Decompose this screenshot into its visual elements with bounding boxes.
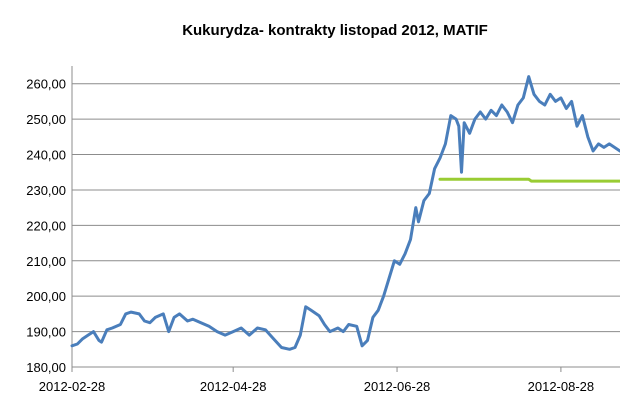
price-series-line xyxy=(70,75,620,351)
x-tick-label: 2012-02-28 xyxy=(39,379,106,394)
axes xyxy=(71,66,620,368)
reference-series-line xyxy=(438,177,620,183)
y-tick-label: 180,00 xyxy=(26,360,66,375)
x-tick-label: 2012-08-28 xyxy=(528,379,595,394)
y-tick-label: 260,00 xyxy=(26,77,66,92)
x-axis-ticks: 2012-02-28 2012-04-28 2012-06-28 2012-08-28 xyxy=(39,367,594,394)
y-tick-label: 210,00 xyxy=(26,254,66,269)
y-tick-label: 230,00 xyxy=(26,183,66,198)
y-axis-ticks: 180,00 190,00 200,00 210,00 220,00 230,00 240,… xyxy=(26,77,66,375)
x-tick-label: 2012-06-28 xyxy=(364,379,431,394)
y-tick-label: 200,00 xyxy=(26,289,66,304)
y-tick-label: 190,00 xyxy=(26,325,66,340)
y-tick-label: 220,00 xyxy=(26,218,66,233)
gridlines xyxy=(72,83,620,368)
series-lines xyxy=(70,75,620,351)
x-tick-label: 2012-04-28 xyxy=(200,379,267,394)
y-tick-label: 240,00 xyxy=(26,148,66,163)
chart-title: Kukurydza- kontrakty listopad 2012, MATI… xyxy=(182,22,488,39)
y-tick-label: 250,00 xyxy=(26,112,66,127)
